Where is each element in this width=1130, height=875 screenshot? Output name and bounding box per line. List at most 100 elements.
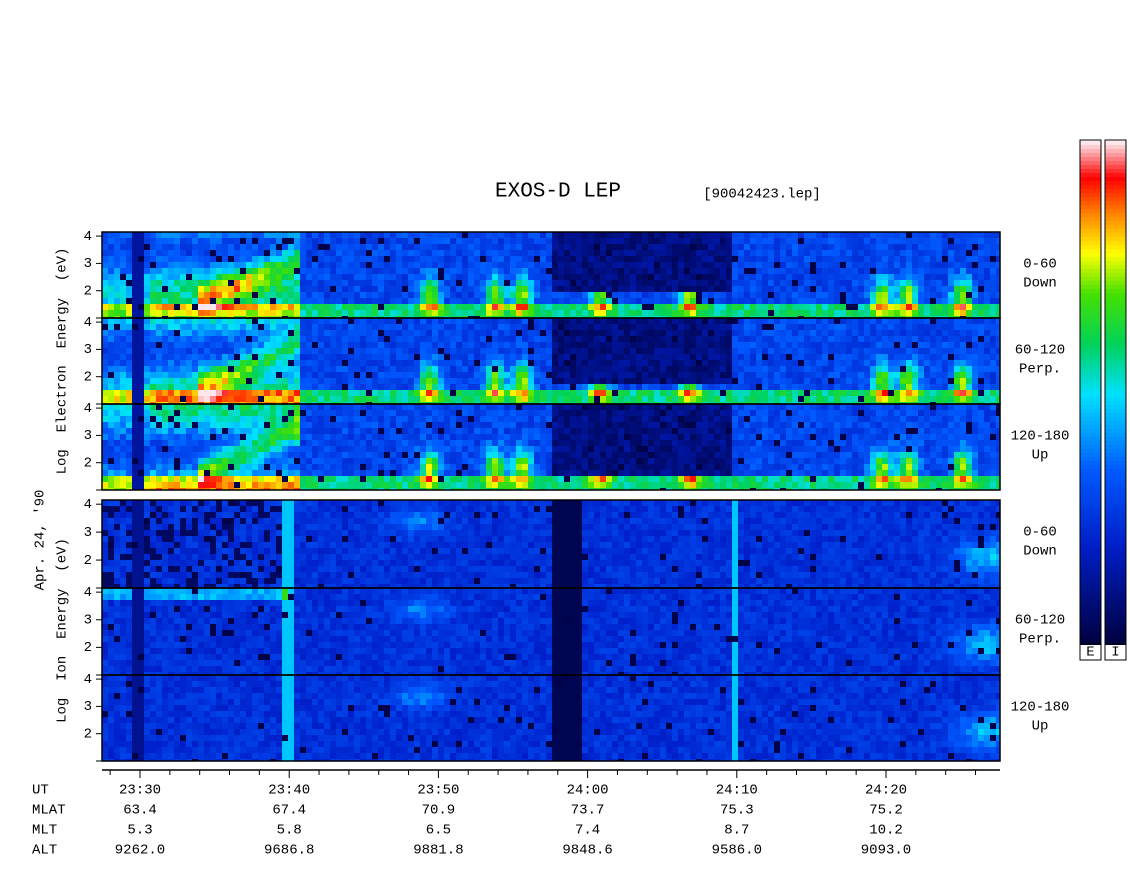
- spectrogram-cell: [978, 262, 984, 268]
- spectrogram-cell: [504, 396, 510, 402]
- spectrogram-cell: [738, 262, 744, 268]
- spectrogram-cell: [318, 238, 324, 244]
- spectrogram-cell: [990, 310, 996, 316]
- spectrogram-cell: [462, 372, 468, 378]
- spectrogram-cell: [618, 330, 624, 336]
- spectrogram-cell: [882, 396, 888, 402]
- spectrogram-cell: [204, 316, 210, 318]
- spectrogram-cell: [102, 250, 108, 256]
- spectrogram-cell: [540, 262, 546, 268]
- spectrogram-cell: [660, 354, 666, 360]
- spectrogram-cell: [840, 390, 846, 396]
- spectrogram-cell: [282, 434, 288, 440]
- spectrogram-cell: [504, 390, 510, 396]
- spectrogram-cell: [342, 286, 348, 292]
- spectrogram-cell: [888, 244, 894, 250]
- spectrogram-cell: [594, 396, 600, 402]
- spectrogram-cell: [864, 292, 870, 298]
- spectrogram-cell: [222, 410, 228, 416]
- spectrogram-cell: [264, 360, 270, 366]
- spectrogram-cell: [192, 396, 198, 402]
- spectrogram-cell: [588, 402, 594, 404]
- spectrogram-cell: [546, 310, 552, 316]
- spectrogram-cell: [174, 410, 180, 416]
- spectrogram-cell: [234, 402, 240, 404]
- spectrogram-cell: [486, 298, 492, 304]
- spectrogram-cell: [780, 348, 786, 354]
- spectrogram-cell: [594, 336, 600, 342]
- spectrogram-cell: [630, 330, 636, 336]
- spectrogram-cell: [696, 348, 702, 354]
- spectrogram-cell: [510, 262, 516, 268]
- spectrogram-cell: [156, 416, 162, 422]
- spectrogram-cell: [210, 354, 216, 360]
- spectrogram-cell: [336, 310, 342, 316]
- spectrogram-cell: [258, 366, 264, 372]
- spectrogram-cell: [516, 342, 522, 348]
- spectrogram-cell: [108, 232, 114, 238]
- spectrogram-cell: [372, 238, 378, 244]
- spectrogram-cell: [498, 256, 504, 262]
- spectrogram-cell: [468, 238, 474, 244]
- spectrogram-cell: [930, 354, 936, 360]
- spectrogram-cell: [552, 324, 558, 330]
- spectrogram-cell: [360, 318, 366, 324]
- spectrogram-cell: [828, 232, 834, 238]
- spectrogram-cell: [264, 446, 270, 452]
- spectrogram-cell: [768, 244, 774, 250]
- spectrogram-cell: [126, 384, 132, 390]
- spectrogram-cell: [732, 250, 738, 256]
- spectrogram-cell: [672, 304, 678, 310]
- spectrogram-cell: [870, 304, 876, 310]
- spectrogram-cell: [174, 292, 180, 298]
- spectrogram-cell: [276, 274, 282, 280]
- spectrogram-cell: [258, 354, 264, 360]
- spectrogram-cell: [768, 378, 774, 384]
- spectrogram-cell: [714, 384, 720, 390]
- spectrogram-cell: [132, 318, 138, 324]
- spectrogram-cell: [546, 232, 552, 238]
- spectrogram-cell: [894, 396, 900, 402]
- spectrogram-cell: [588, 318, 594, 324]
- spectrogram-cell: [114, 268, 120, 274]
- spectrogram-cell: [336, 232, 342, 238]
- spectrogram-cell: [102, 402, 108, 404]
- spectrogram-cell: [300, 390, 306, 396]
- spectrogram-cell: [822, 298, 828, 304]
- spectrogram-cell: [744, 250, 750, 256]
- spectrogram-cell: [960, 330, 966, 336]
- spectrogram-cell: [672, 348, 678, 354]
- spectrogram-cell: [888, 250, 894, 256]
- spectrogram-cell: [786, 336, 792, 342]
- spectrogram-cell: [114, 476, 120, 482]
- spectrogram-cell: [936, 318, 942, 324]
- spectrogram-cell: [636, 262, 642, 268]
- spectrogram-cell: [216, 360, 222, 366]
- spectrogram-cell: [348, 360, 354, 366]
- spectrogram-cell: [444, 250, 450, 256]
- spectrogram-cell: [474, 286, 480, 292]
- spectrogram-cell: [144, 244, 150, 250]
- spectrogram-cell: [108, 256, 114, 262]
- spectrogram-cell: [252, 310, 258, 316]
- spectrogram-cell: [798, 238, 804, 244]
- spectrogram-cell: [990, 354, 996, 360]
- spectrogram-cell: [120, 464, 126, 470]
- spectrogram-cell: [396, 298, 402, 304]
- spectrogram-cell: [300, 354, 306, 360]
- spectrogram-cell: [102, 428, 108, 434]
- spectrogram-cell: [630, 292, 636, 298]
- spectrogram-cell: [582, 256, 588, 262]
- spectrogram-cell: [768, 274, 774, 280]
- spectrogram-cell: [564, 360, 570, 366]
- spectrogram-cell: [210, 366, 216, 372]
- spectrogram-cell: [918, 310, 924, 316]
- spectrogram-cell: [246, 354, 252, 360]
- spectrogram-cell: [102, 336, 108, 342]
- spectrogram-cell: [222, 354, 228, 360]
- spectrogram-cell: [252, 366, 258, 372]
- spectrogram-cell: [630, 256, 636, 262]
- spectrogram-cell: [114, 416, 120, 422]
- spectrogram-cell: [306, 336, 312, 342]
- spectrogram-cell: [486, 244, 492, 250]
